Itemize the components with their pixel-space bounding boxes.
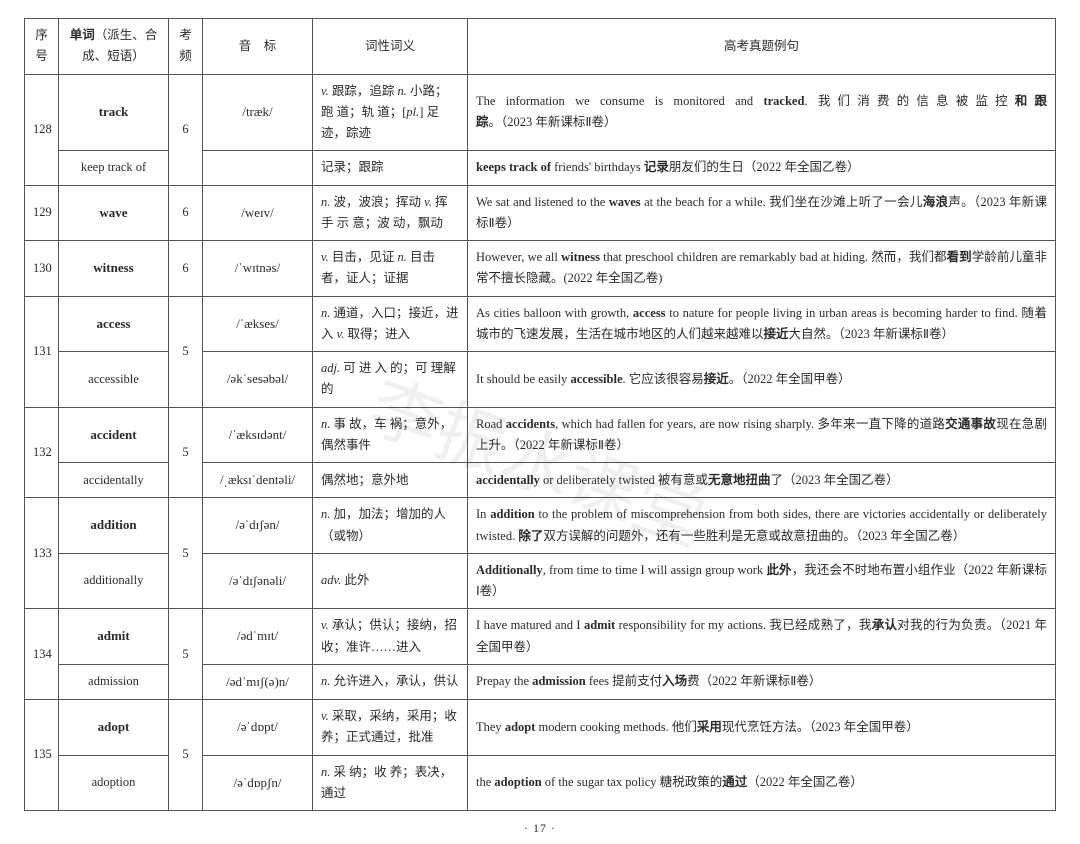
cell-freq: 6 xyxy=(169,241,203,297)
header-def: 词性词义 xyxy=(313,19,468,75)
cell-phon: /weɪv/ xyxy=(203,185,313,241)
cell-freq: 6 xyxy=(169,185,203,241)
cell-def: 记录；跟踪 xyxy=(313,151,468,185)
table-header: 序号 单词（派生、合成、短语） 考频 音 标 词性词义 高考真题例句 xyxy=(25,19,1056,75)
header-phon: 音 标 xyxy=(203,19,313,75)
cell-num: 135 xyxy=(25,700,59,811)
header-word: 单词（派生、合成、短语） xyxy=(59,19,169,75)
cell-def: v. 采取，采纳，采用；收养；正式通过，批准 xyxy=(313,700,468,756)
table-row: 128track6/træk/v. 跟踪，追踪 n. 小路；跑 道；轨 道；[p… xyxy=(25,74,1056,151)
cell-example: accidentally or deliberately twisted 被有意… xyxy=(468,463,1056,498)
cell-def: adj. 可 进 入 的；可 理解的 xyxy=(313,352,468,408)
header-num: 序号 xyxy=(25,19,59,75)
cell-num: 132 xyxy=(25,407,59,498)
cell-def: 偶然地；意外地 xyxy=(313,463,468,498)
cell-def: v. 目击，见证 n. 目击者，证人；证据 xyxy=(313,241,468,297)
cell-phon: /əˈdɒpʃn/ xyxy=(203,755,313,811)
cell-example: However, we all witness that preschool c… xyxy=(468,241,1056,297)
cell-word: admit xyxy=(59,609,169,665)
cell-word: wave xyxy=(59,185,169,241)
cell-example: Road accidents, which had fallen for yea… xyxy=(468,407,1056,463)
cell-example: As cities balloon with growth, access to… xyxy=(468,296,1056,352)
cell-def: n. 通道，入口；接近，进入 v. 取得；进入 xyxy=(313,296,468,352)
cell-def: n. 采 纳；收 养；表决，通过 xyxy=(313,755,468,811)
cell-num: 134 xyxy=(25,609,59,700)
cell-def: n. 事 故，车 祸；意外，偶然事件 xyxy=(313,407,468,463)
header-freq: 考频 xyxy=(169,19,203,75)
cell-phon xyxy=(203,151,313,185)
cell-def: v. 承认；供认；接纳，招收；准许……进入 xyxy=(313,609,468,665)
cell-phon: /træk/ xyxy=(203,74,313,151)
cell-word: accessible xyxy=(59,352,169,408)
table-row: 134admit5/ədˈmɪt/v. 承认；供认；接纳，招收；准许……进入I … xyxy=(25,609,1056,665)
cell-example: We sat and listened to the waves at the … xyxy=(468,185,1056,241)
cell-num: 131 xyxy=(25,296,59,407)
table-body: 128track6/træk/v. 跟踪，追踪 n. 小路；跑 道；轨 道；[p… xyxy=(25,74,1056,811)
cell-word: track xyxy=(59,74,169,151)
cell-def: n. 允许进入，承认，供认 xyxy=(313,664,468,699)
cell-example: the adoption of the sugar tax policy 糖税政… xyxy=(468,755,1056,811)
cell-example: Additionally, from time to time I will a… xyxy=(468,553,1056,609)
cell-freq: 5 xyxy=(169,700,203,811)
table-row: 133addition5/əˈdɪʃən/n. 加，加法；增加的人（或物）In … xyxy=(25,498,1056,554)
cell-num: 129 xyxy=(25,185,59,241)
cell-phon: /əkˈsesəbəl/ xyxy=(203,352,313,408)
page-number: · 17 · xyxy=(24,821,1056,836)
cell-word: addition xyxy=(59,498,169,554)
table-row: 135adopt5/əˈdɒpt/v. 采取，采纳，采用；收养；正式通过，批准T… xyxy=(25,700,1056,756)
cell-phon: /ˈækses/ xyxy=(203,296,313,352)
cell-phon: /əˈdɒpt/ xyxy=(203,700,313,756)
table-row: 132accident5/ˈæksɪdənt/n. 事 故，车 祸；意外，偶然事… xyxy=(25,407,1056,463)
cell-freq: 6 xyxy=(169,74,203,185)
page-container: 李振水课堂 序号 单词（派生、合成、短语） 考频 音 标 词性词义 高考真题例句… xyxy=(24,18,1056,836)
cell-example: It should be easily accessible. 它应该很容易接近… xyxy=(468,352,1056,408)
vocab-table: 序号 单词（派生、合成、短语） 考频 音 标 词性词义 高考真题例句 128tr… xyxy=(24,18,1056,811)
cell-phon: /ədˈmɪʃ(ə)n/ xyxy=(203,664,313,699)
cell-example: They adopt modern cooking methods. 他们采用现… xyxy=(468,700,1056,756)
cell-phon: /əˈdɪʃənəli/ xyxy=(203,553,313,609)
cell-example: In addition to the problem of miscompreh… xyxy=(468,498,1056,554)
cell-word: keep track of xyxy=(59,151,169,185)
cell-word: witness xyxy=(59,241,169,297)
cell-example: The information we consume is monitored … xyxy=(468,74,1056,151)
table-row: 131access5/ˈækses/n. 通道，入口；接近，进入 v. 取得；进… xyxy=(25,296,1056,352)
cell-num: 133 xyxy=(25,498,59,609)
cell-word: adoption xyxy=(59,755,169,811)
cell-example: keeps track of friends' birthdays 记录朋友们的… xyxy=(468,151,1056,185)
cell-word: accident xyxy=(59,407,169,463)
cell-word: adopt xyxy=(59,700,169,756)
cell-num: 128 xyxy=(25,74,59,185)
cell-phon: /ədˈmɪt/ xyxy=(203,609,313,665)
cell-word: accidentally xyxy=(59,463,169,498)
cell-phon: /ˈæksɪdənt/ xyxy=(203,407,313,463)
table-row: 129wave6/weɪv/n. 波，波浪；挥动 v. 挥 手 示 意；波 动，… xyxy=(25,185,1056,241)
cell-example: Prepay the admission fees 提前支付入场费（2022 年… xyxy=(468,664,1056,699)
cell-phon: /ˌæksɪˈdentəli/ xyxy=(203,463,313,498)
cell-phon: /əˈdɪʃən/ xyxy=(203,498,313,554)
cell-num: 130 xyxy=(25,241,59,297)
cell-freq: 5 xyxy=(169,609,203,700)
cell-phon: /ˈwɪtnəs/ xyxy=(203,241,313,297)
cell-def: adv. 此外 xyxy=(313,553,468,609)
cell-example: I have matured and I admit responsibilit… xyxy=(468,609,1056,665)
header-ex: 高考真题例句 xyxy=(468,19,1056,75)
cell-def: v. 跟踪，追踪 n. 小路；跑 道；轨 道；[pl.] 足迹，踪迹 xyxy=(313,74,468,151)
cell-def: n. 加，加法；增加的人（或物） xyxy=(313,498,468,554)
cell-word: access xyxy=(59,296,169,352)
cell-freq: 5 xyxy=(169,407,203,498)
cell-freq: 5 xyxy=(169,296,203,407)
cell-word: admission xyxy=(59,664,169,699)
cell-word: additionally xyxy=(59,553,169,609)
table-row: 130witness6/ˈwɪtnəs/v. 目击，见证 n. 目击者，证人；证… xyxy=(25,241,1056,297)
cell-def: n. 波，波浪；挥动 v. 挥 手 示 意；波 动，飘动 xyxy=(313,185,468,241)
cell-freq: 5 xyxy=(169,498,203,609)
